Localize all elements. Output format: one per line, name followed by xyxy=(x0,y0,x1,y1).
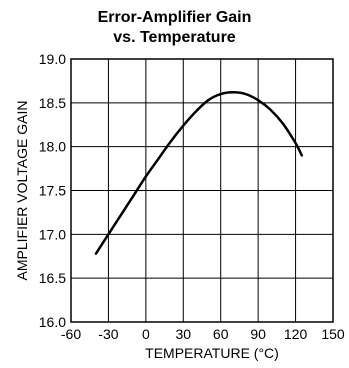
x-tick-label: 0 xyxy=(142,326,150,342)
y-tick-label: 17.5 xyxy=(39,183,66,199)
y-tick-label: 18.5 xyxy=(39,95,66,111)
x-tick-label: 60 xyxy=(213,326,229,342)
x-tick-labels: -60 -30 0 30 60 90 120 150 xyxy=(61,326,345,342)
chart-title-line-2: vs. Temperature xyxy=(113,29,236,46)
y-tick-label: 18.0 xyxy=(39,139,66,155)
y-tick-label: 16.5 xyxy=(39,270,66,286)
chart-title-line-1: Error-Amplifier Gain xyxy=(97,9,252,26)
x-axis-label: TEMPERATURE (°C) xyxy=(145,345,279,361)
chart-title: Error-Amplifier Gain vs. Temperature xyxy=(0,8,349,48)
x-tick-label: -30 xyxy=(98,326,118,342)
x-tick-label: 150 xyxy=(321,326,345,342)
y-tick-label: 16.0 xyxy=(39,314,66,330)
y-tick-label: 19.0 xyxy=(39,51,66,67)
plot-frame xyxy=(70,58,334,323)
y-tick-labels: 16.0 16.5 17.0 17.5 18.0 18.5 19.0 xyxy=(39,51,66,330)
series-layer xyxy=(94,91,304,255)
grid xyxy=(71,59,333,322)
series-line xyxy=(94,91,304,255)
y-tick-label: 17.0 xyxy=(39,226,66,242)
x-tick-label: 120 xyxy=(284,326,308,342)
x-tick-label: -60 xyxy=(61,326,81,342)
x-tick-label: 30 xyxy=(175,326,191,342)
y-axis-label: AMPLIFIER VOLTAGE GAIN xyxy=(14,101,30,281)
x-tick-label: 90 xyxy=(250,326,266,342)
